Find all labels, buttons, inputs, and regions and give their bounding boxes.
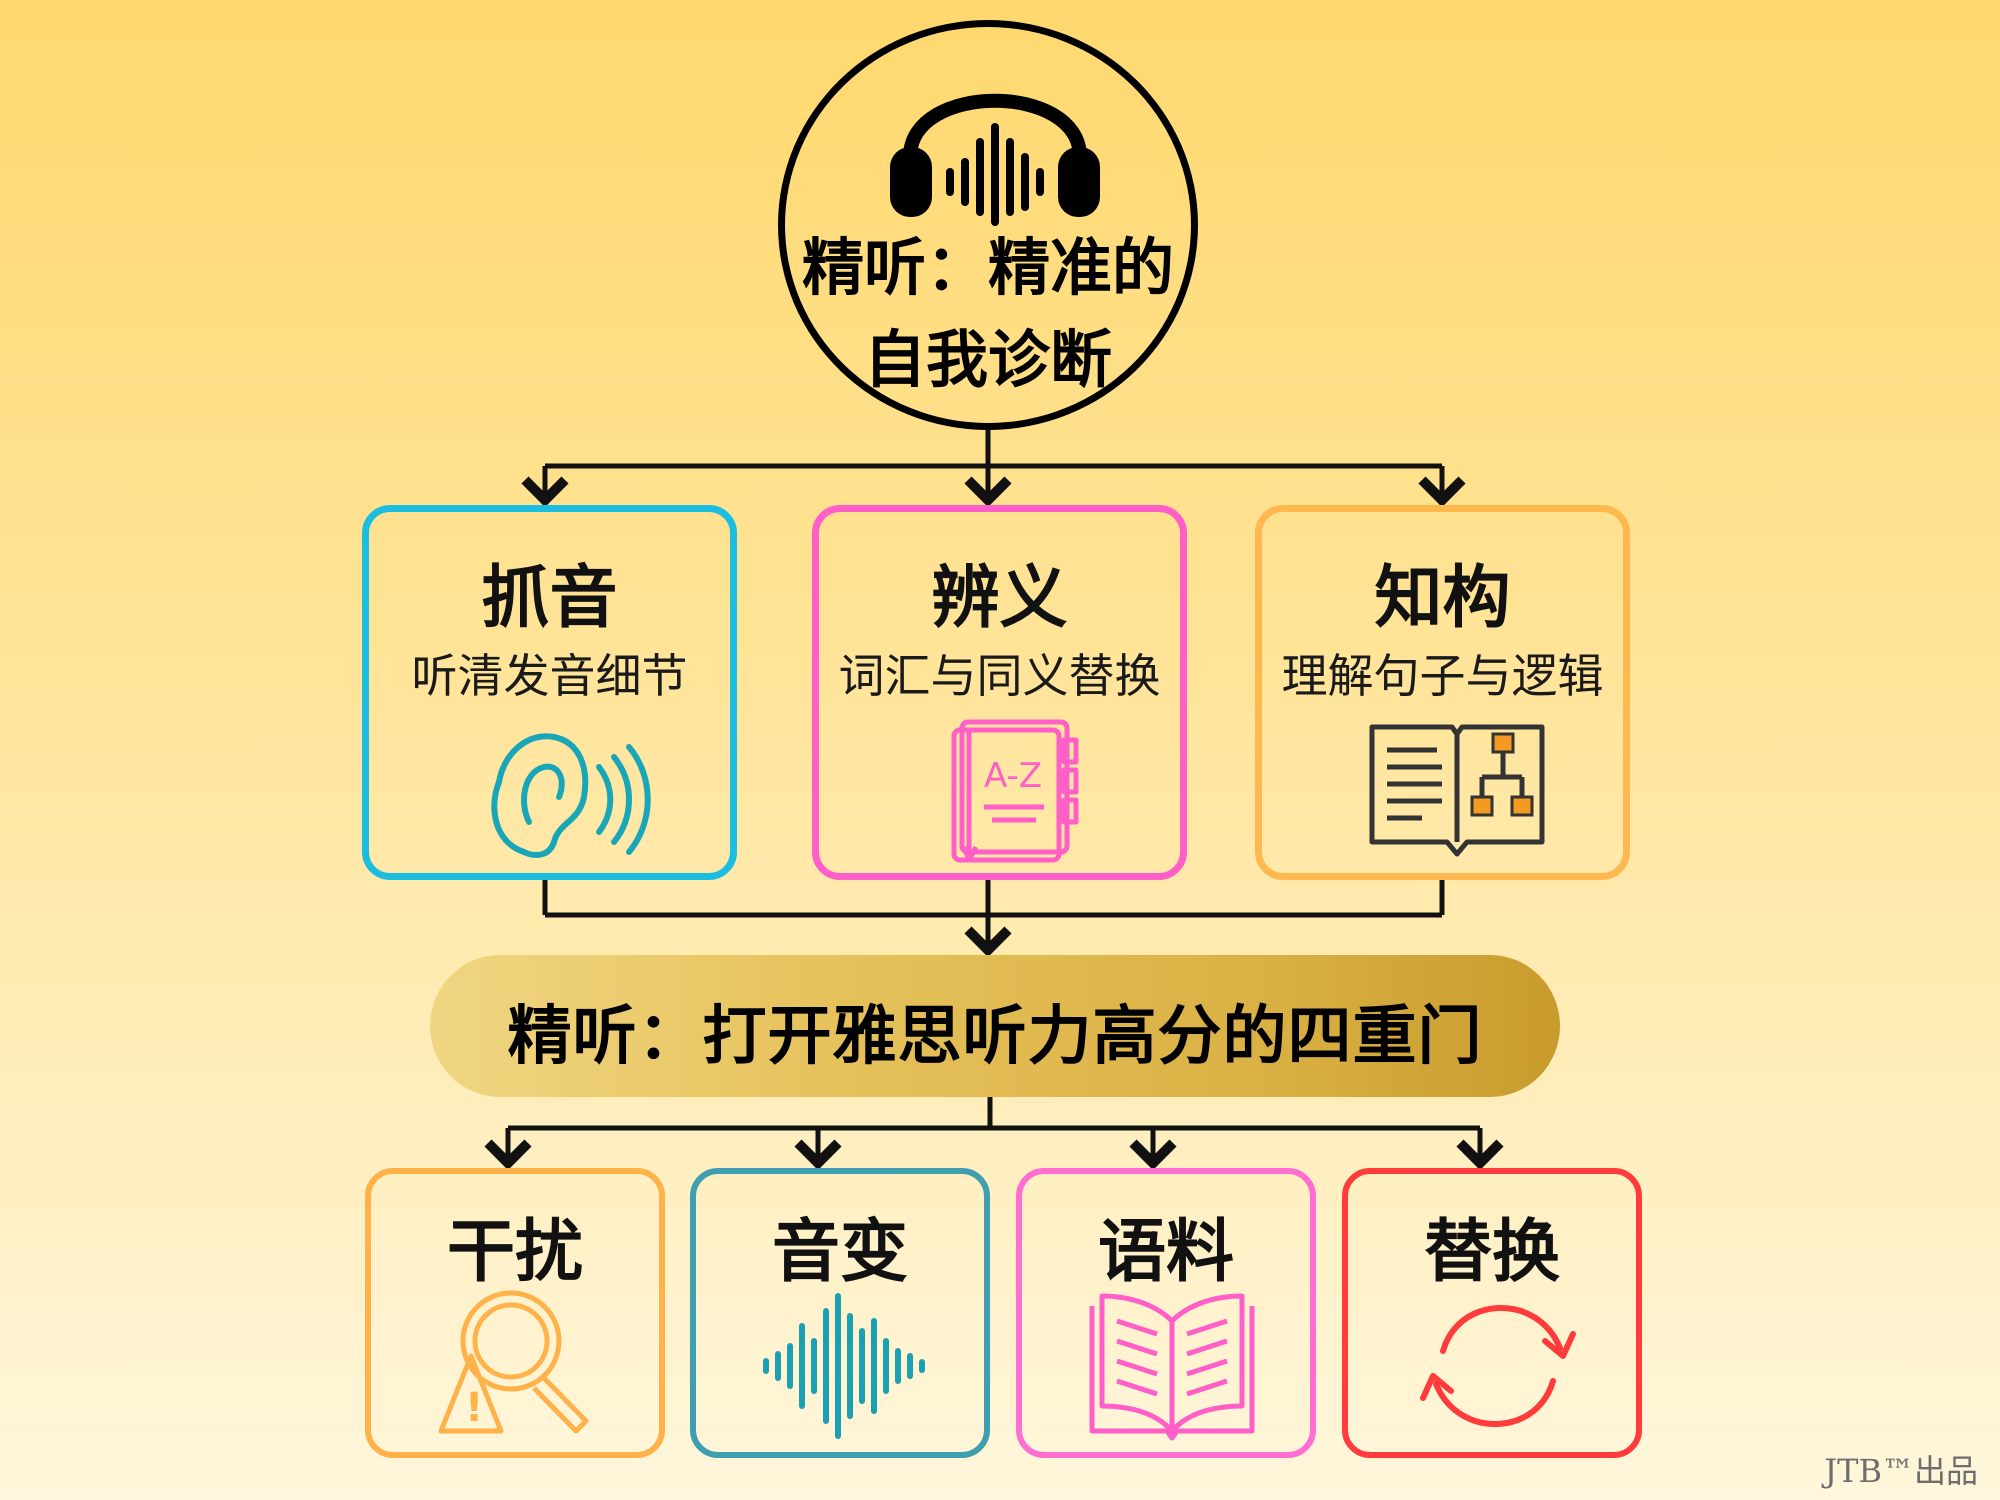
card-ganrao: 干扰 ! — [365, 1168, 665, 1458]
card-zhigou: 知构 理解句子与逻辑 — [1255, 505, 1630, 880]
hub-circle: 精听：精准的 自我诊断 — [778, 20, 1198, 430]
card-subtitle: 理解句子与逻辑 — [1281, 649, 1604, 703]
card-title: 知构 — [1374, 558, 1511, 638]
card-title: 音变 — [771, 1212, 908, 1292]
card-bianyi: 辨义 词汇与同义替换 A-Z — [812, 505, 1187, 880]
refresh-cycle-icon — [1420, 1304, 1576, 1428]
card-title: 语料 — [1097, 1212, 1234, 1292]
svg-text:A-Z: A-Z — [984, 756, 1042, 796]
book-structure-icon — [1369, 724, 1545, 857]
banner-text: 精听：打开雅思听力高分的四重门 — [507, 1000, 1483, 1074]
card-subtitle: 词汇与同义替换 — [838, 649, 1161, 703]
card-title: 抓音 — [481, 558, 618, 638]
card-title: 替换 — [1423, 1212, 1560, 1292]
dictionary-az-icon: A-Z — [951, 719, 1079, 863]
credit-text: JTB™出品 — [1824, 1452, 1978, 1490]
card-title: 辨义 — [931, 558, 1068, 638]
hub-title: 精听：精准的 自我诊断 — [801, 231, 1174, 396]
card-title: 干扰 — [446, 1212, 583, 1292]
card-zhuayin: 抓音 听清发音细节 — [362, 505, 737, 880]
card-tihuan: 替换 — [1342, 1168, 1642, 1458]
magnifier-warning-icon: ! — [438, 1290, 589, 1434]
open-book-icon — [1089, 1293, 1255, 1441]
soundwave-icon — [763, 1293, 925, 1439]
banner: 精听：打开雅思听力高分的四重门 — [430, 955, 1560, 1097]
card-subtitle: 听清发音细节 — [411, 649, 688, 703]
headphones-soundwave-icon — [890, 93, 1100, 226]
card-yinbian: 音变 — [690, 1168, 990, 1458]
card-yuliao: 语料 — [1016, 1168, 1316, 1458]
ear-sound-icon — [491, 733, 651, 858]
svg-text:!: ! — [465, 1385, 483, 1431]
